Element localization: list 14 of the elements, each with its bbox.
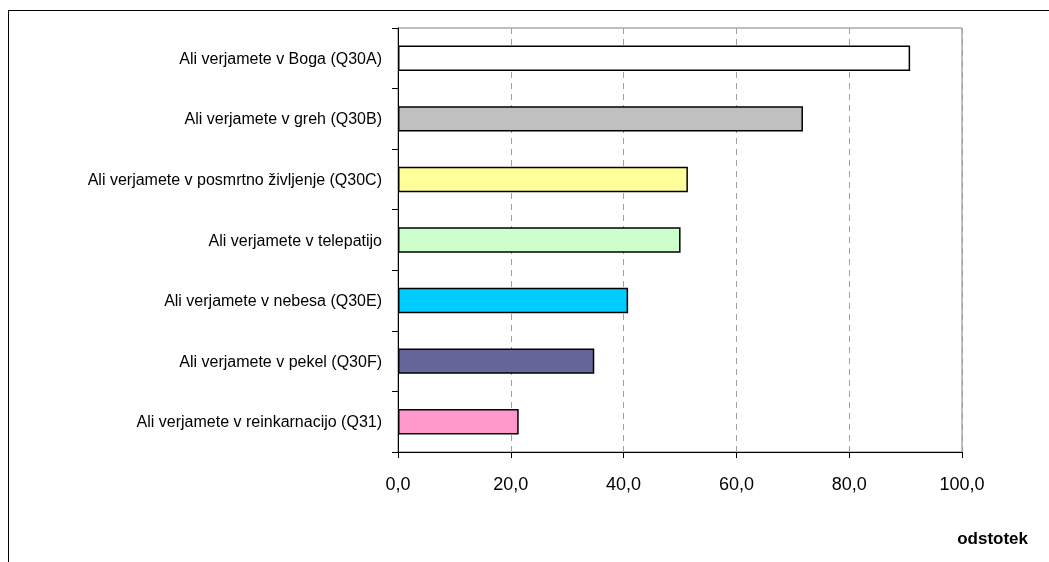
y-tick-label: Ali verjamete v posmrtno življenje (Q30C) (87, 170, 382, 188)
x-tick-label: 20,0 (493, 474, 529, 494)
y-tick-label: Ali verjamete v nebesa (Q30E) (164, 292, 382, 310)
x-tick-label: 100,0 (939, 474, 985, 494)
x-tick-label: 0,0 (385, 474, 411, 494)
x-tick-label: 40,0 (606, 474, 642, 494)
x-tick-label: 60,0 (718, 474, 754, 494)
y-tick-label: Ali verjamete v Boga (Q30A) (179, 49, 382, 67)
y-tick-label: Ali verjamete v telepatijo (208, 231, 383, 249)
x-axis-title: odstotek (957, 529, 1029, 548)
x-tick-label: 80,0 (831, 474, 867, 494)
y-tick-label: Ali verjamete v greh (Q30B) (184, 110, 382, 128)
y-tick-label: Ali verjamete v pekel (Q30F) (179, 352, 382, 370)
y-tick-label: Ali verjamete v reinkarnacijo (Q31) (136, 413, 382, 431)
